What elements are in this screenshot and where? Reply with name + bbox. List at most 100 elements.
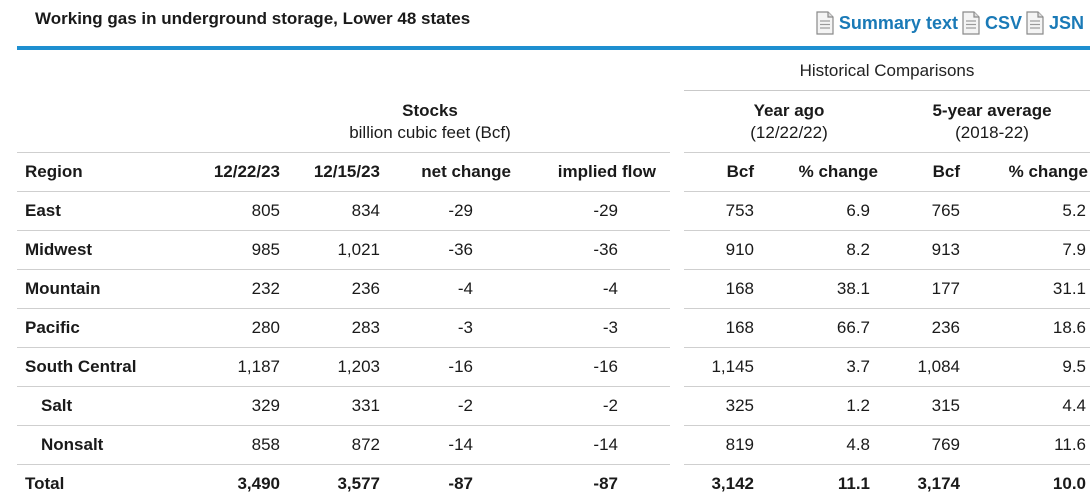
summary-text-link[interactable]: Summary text bbox=[815, 11, 958, 35]
value-cell: 280 bbox=[190, 308, 290, 348]
value-cell: 1.2 bbox=[762, 386, 880, 426]
historical-comparisons-label: Historical Comparisons bbox=[799, 61, 975, 80]
storage-table: Region 12/22/23 12/15/23 net change impl… bbox=[17, 152, 1090, 499]
value-cell: 769 bbox=[880, 425, 970, 465]
value-cell: 765 bbox=[880, 191, 970, 231]
value-cell: 31.1 bbox=[970, 269, 1090, 309]
total-row: Total 3,490 3,577 -87 -87 3,142 11.1 3,174 10.0 bbox=[17, 464, 1090, 499]
value-cell: 805 bbox=[190, 191, 290, 231]
csv-link[interactable]: CSV bbox=[961, 11, 1022, 35]
value-cell: -4 bbox=[390, 269, 525, 309]
five-year-subtitle: (2018-22) bbox=[955, 123, 1029, 142]
region-cell: South Central bbox=[17, 347, 190, 387]
value-cell: -29 bbox=[390, 191, 525, 231]
value-cell: 329 bbox=[190, 386, 290, 426]
value-cell: 168 bbox=[684, 308, 762, 348]
value-cell: 1,187 bbox=[190, 347, 290, 387]
value-cell: 1,021 bbox=[290, 230, 390, 270]
column-header-row: Region 12/22/23 12/15/23 net change impl… bbox=[17, 152, 1090, 192]
value-cell: 834 bbox=[290, 191, 390, 231]
value-cell: 11.6 bbox=[970, 425, 1090, 465]
header-rule bbox=[17, 46, 1090, 50]
value-cell: 168 bbox=[684, 269, 762, 309]
region-cell: Pacific bbox=[17, 308, 190, 348]
value-cell: 38.1 bbox=[762, 269, 880, 309]
value-cell: 9.5 bbox=[970, 347, 1090, 387]
value-cell: -29 bbox=[525, 191, 670, 231]
value-cell: 1,203 bbox=[290, 347, 390, 387]
value-cell: 4.4 bbox=[970, 386, 1090, 426]
column-header-current-week: 12/22/23 bbox=[190, 152, 290, 192]
value-cell: 236 bbox=[880, 308, 970, 348]
region-cell: Salt bbox=[17, 386, 190, 426]
value-cell: -87 bbox=[448, 474, 473, 494]
value-cell: 910 bbox=[684, 230, 762, 270]
value-cell: -3 bbox=[525, 308, 670, 348]
value-cell: 3,174 bbox=[917, 474, 960, 494]
value-cell: -3 bbox=[390, 308, 525, 348]
value-cell: 315 bbox=[880, 386, 970, 426]
column-header-year-ago-pct: % change bbox=[762, 152, 880, 192]
value-cell: 331 bbox=[290, 386, 390, 426]
csv-label: CSV bbox=[984, 12, 1022, 33]
column-header-net-change: net change bbox=[390, 152, 525, 192]
value-cell: 10.0 bbox=[1052, 474, 1086, 494]
value-cell: -14 bbox=[390, 425, 525, 465]
five-year-group-header: 5-year average (2018-22) bbox=[894, 100, 1090, 144]
value-cell: -16 bbox=[390, 347, 525, 387]
column-header-five-year-bcf: Bcf bbox=[880, 152, 970, 192]
json-link[interactable]: JSN bbox=[1025, 11, 1084, 35]
five-year-title: 5-year average bbox=[932, 101, 1052, 120]
value-cell: 985 bbox=[190, 230, 290, 270]
table-row: East 805 834 -29 -29 753 6.9 765 5.2 bbox=[17, 191, 1090, 231]
value-cell: 8.2 bbox=[762, 230, 880, 270]
table-row: Pacific 280 283 -3 -3 168 66.7 236 18.6 bbox=[17, 308, 1090, 348]
value-cell: -2 bbox=[525, 386, 670, 426]
value-cell: 5.2 bbox=[970, 191, 1090, 231]
value-cell: -2 bbox=[390, 386, 525, 426]
column-header-region: Region bbox=[17, 152, 190, 192]
table-row: South Central 1,187 1,203 -16 -16 1,145 3.7 1,0… bbox=[17, 347, 1090, 387]
column-header-implied-flow: implied flow bbox=[525, 152, 670, 192]
column-header-prior-week: 12/15/23 bbox=[290, 152, 390, 192]
value-cell: 3,577 bbox=[337, 474, 380, 494]
value-cell: 3,142 bbox=[711, 474, 754, 494]
table-row: Salt 329 331 -2 -2 325 1.2 315 4.4 bbox=[17, 386, 1090, 426]
column-header-year-ago-bcf: Bcf bbox=[684, 152, 762, 192]
region-cell: Midwest bbox=[17, 230, 190, 270]
value-cell: 18.6 bbox=[970, 308, 1090, 348]
value-cell: -16 bbox=[525, 347, 670, 387]
value-cell: 3,490 bbox=[237, 474, 280, 494]
value-cell: 236 bbox=[290, 269, 390, 309]
stocks-title: Stocks bbox=[402, 101, 458, 120]
value-cell: -4 bbox=[525, 269, 670, 309]
value-cell: 753 bbox=[684, 191, 762, 231]
value-cell: -14 bbox=[525, 425, 670, 465]
value-cell: -36 bbox=[390, 230, 525, 270]
value-cell: 177 bbox=[880, 269, 970, 309]
download-links: Summary text CSV JSN bbox=[815, 11, 1084, 35]
value-cell: 913 bbox=[880, 230, 970, 270]
region-cell: Nonsalt bbox=[17, 425, 190, 465]
value-cell: 11.1 bbox=[837, 474, 870, 494]
table-row: Midwest 985 1,021 -36 -36 910 8.2 913 7.9 bbox=[17, 230, 1090, 270]
value-cell: 6.9 bbox=[762, 191, 880, 231]
region-cell: Total bbox=[25, 474, 65, 494]
year-ago-title: Year ago bbox=[753, 101, 825, 120]
document-icon bbox=[962, 11, 980, 35]
json-label: JSN bbox=[1048, 12, 1084, 33]
section-gap bbox=[670, 152, 684, 499]
value-cell: 325 bbox=[684, 386, 762, 426]
document-icon bbox=[1026, 11, 1044, 35]
value-cell: 283 bbox=[290, 308, 390, 348]
value-cell: -36 bbox=[525, 230, 670, 270]
value-cell: 7.9 bbox=[970, 230, 1090, 270]
region-cell: East bbox=[17, 191, 190, 231]
table-row: Mountain 232 236 -4 -4 168 38.1 177 31.1 bbox=[17, 269, 1090, 309]
page-title: Working gas in underground storage, Lowe… bbox=[35, 9, 471, 28]
value-cell: 1,145 bbox=[684, 347, 762, 387]
value-cell: 66.7 bbox=[762, 308, 880, 348]
column-header-five-year-pct: % change bbox=[970, 152, 1090, 192]
year-ago-subtitle: (12/22/22) bbox=[750, 123, 828, 142]
value-cell: 819 bbox=[684, 425, 762, 465]
